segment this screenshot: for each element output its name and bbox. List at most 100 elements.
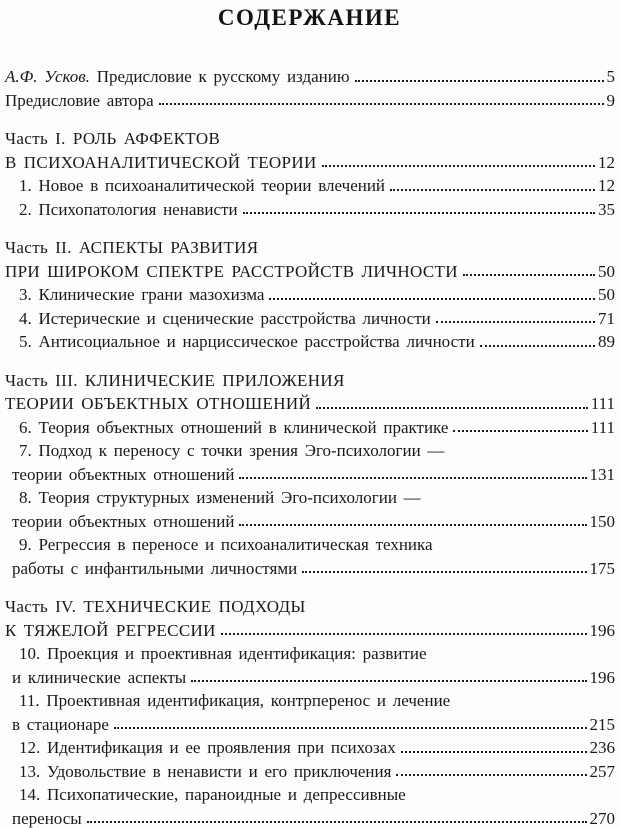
- dot-leader: [113, 727, 587, 729]
- entry-text: работы с инфантильными личностями: [12, 558, 298, 578]
- page-number: 257: [589, 761, 616, 781]
- dot-leader: [191, 680, 587, 682]
- toc-entry-line: 12. Идентификация и ее проявления при пс…: [4, 736, 615, 760]
- toc-part-heading-line: Часть II. АСПЕКТЫ РАЗВИТИЯ: [4, 236, 615, 260]
- entry-text: Часть IV. ТЕХНИЧЕСКИЕ ПОДХОДЫ: [5, 597, 306, 616]
- dot-leader: [239, 477, 587, 479]
- dot-leader: [390, 188, 595, 191]
- entry-title: Предисловие к русскому изданию: [89, 67, 350, 86]
- toc-entry-line: А.Ф. Усков. Предисловие к русскому издан…: [4, 65, 615, 89]
- toc-entry-line: переносы 270: [4, 807, 615, 828]
- page-number: 175: [589, 558, 616, 578]
- page-number: 71: [598, 308, 615, 328]
- entry-text: и клинические аспекты: [12, 667, 187, 687]
- entry-text: 10. Проекция и проективная идентификация…: [19, 644, 427, 663]
- entry-text: 12. Идентификация и ее проявления при пс…: [19, 738, 396, 757]
- dot-leader: [354, 79, 604, 82]
- entry-text: 4. Истерические и сценические расстройст…: [19, 308, 431, 328]
- dot-leader: [453, 430, 588, 432]
- entry-text: 8. Теория структурных изменений Эго-псих…: [19, 488, 421, 507]
- entry-text: 9. Регрессия в переносе и психоаналитиче…: [19, 535, 433, 554]
- page-number: 196: [589, 620, 616, 640]
- entry-text: теории объектных отношений: [12, 464, 235, 484]
- entry-text: Часть II. АСПЕКТЫ РАЗВИТИЯ: [5, 238, 259, 257]
- toc-entry-line: 5. Антисоциальное и нарциссическое расст…: [4, 330, 615, 354]
- toc-entry-line: 8. Теория структурных изменений Эго-псих…: [4, 486, 615, 510]
- page-number: 150: [589, 511, 616, 531]
- toc-entry-line: 7. Подход к переносу с точки зрения Эго-…: [4, 439, 615, 463]
- dot-leader: [316, 406, 588, 409]
- entry-text: ПРИ ШИРОКОМ СПЕКТРЕ РАССТРОЙСТВ ЛИЧНОСТИ: [5, 261, 458, 281]
- entry-text: В ПСИХОАНАЛИТИЧЕСКОЙ ТЕОРИИ: [5, 152, 317, 172]
- dot-leader: [302, 571, 587, 573]
- dot-leader: [158, 103, 604, 105]
- page-number: 50: [598, 261, 615, 281]
- dot-leader: [435, 321, 595, 323]
- page-number: 12: [598, 176, 615, 195]
- entry-text: 1. Новое в психоаналитической теории вле…: [19, 176, 386, 195]
- page-number: 5: [606, 67, 616, 86]
- entry-text: 2. Психопатология ненависти: [19, 199, 238, 219]
- entry-text: 3. Клинические грани мазохизма: [19, 285, 265, 304]
- toc-entry-line: 10. Проекция и проективная идентификация…: [4, 642, 615, 666]
- entry-text: Часть III. КЛИНИЧЕСКИЕ ПРИЛОЖЕНИЯ: [5, 370, 345, 390]
- entry-text: 6. Теория объектных отношений в клиничес…: [19, 417, 449, 437]
- dot-leader: [269, 297, 595, 300]
- page-number: 9: [606, 90, 616, 110]
- toc-entry-line: 6. Теория объектных отношений в клиничес…: [4, 416, 615, 440]
- dot-leader: [242, 212, 595, 214]
- toc-entry-line: 4. Истерические и сценические расстройст…: [4, 307, 615, 331]
- toc-list: А.Ф. Усков. Предисловие к русскому издан…: [4, 65, 615, 828]
- entry-text: 14. Психопатические, параноидные и депре…: [19, 785, 406, 804]
- dot-leader: [400, 750, 587, 753]
- dot-leader: [239, 524, 587, 526]
- toc-part-heading-line: ПРИ ШИРОКОМ СПЕКТРЕ РАССТРОЙСТВ ЛИЧНОСТИ…: [4, 260, 615, 284]
- toc-part-heading-line: Часть III. КЛИНИЧЕСКИЕ ПРИЛОЖЕНИЯ: [4, 369, 615, 393]
- toc-entry-line: Предисловие автора 9: [4, 89, 615, 113]
- toc-entry-line: 3. Клинические грани мазохизма 50: [4, 283, 615, 307]
- toc-part-heading-line: К ТЯЖЕЛОЙ РЕГРЕССИИ 196: [4, 619, 615, 643]
- toc-part-heading-line: Часть I. РОЛЬ АФФЕКТОВ: [4, 127, 615, 151]
- toc-part-heading-line: Часть IV. ТЕХНИЧЕСКИЕ ПОДХОДЫ: [4, 595, 615, 619]
- entry-text: Предисловие автора: [5, 90, 154, 110]
- entry-text: 13. Удовольствие в ненависти и его прикл…: [19, 761, 392, 781]
- toc-entry-line: теории объектных отношений 150: [4, 510, 615, 534]
- dot-leader: [321, 165, 595, 167]
- toc-part-heading-line: ТЕОРИИ ОБЪЕКТНЫХ ОТНОШЕНИЙ 111: [4, 392, 615, 416]
- author-name: А.Ф. Усков.: [5, 67, 90, 86]
- page-number: 35: [598, 199, 615, 219]
- page-number: 89: [598, 332, 615, 351]
- entry-text: в стационаре: [12, 714, 109, 734]
- entry-text: 11. Проективная идентификация, контрпере…: [19, 691, 451, 710]
- page-number: 111: [590, 417, 615, 437]
- page-number: 270: [589, 808, 616, 828]
- dot-leader: [396, 774, 587, 776]
- toc-entry-line: 13. Удовольствие в ненависти и его прикл…: [4, 760, 615, 784]
- dot-leader: [220, 633, 587, 635]
- entry-text: переносы: [12, 808, 82, 828]
- entry-text: 5. Антисоциальное и нарциссическое расст…: [19, 332, 475, 351]
- page-number: 236: [589, 738, 616, 757]
- toc-entry-line: 11. Проективная идентификация, контрпере…: [4, 689, 615, 713]
- toc-part-heading-line: В ПСИХОАНАЛИТИЧЕСКОЙ ТЕОРИИ 12: [4, 151, 615, 175]
- entry-text: 7. Подход к переносу с точки зрения Эго-…: [19, 441, 445, 460]
- page-number: 196: [589, 667, 616, 687]
- toc-entry-line: и клинические аспекты 196: [4, 666, 615, 690]
- page-number: 215: [589, 714, 616, 734]
- dot-leader: [86, 821, 587, 823]
- dot-leader: [462, 274, 595, 276]
- entry-text: К ТЯЖЕЛОЙ РЕГРЕССИИ: [5, 620, 216, 640]
- entry-text: А.Ф. Усков. Предисловие к русскому издан…: [4, 65, 350, 89]
- page-title: СОДЕРЖАНИЕ: [217, 5, 402, 30]
- toc-entry-line: работы с инфантильными личностями 175: [4, 557, 615, 581]
- toc-entry-line: в стационаре 215: [4, 713, 615, 737]
- page-number: 12: [598, 152, 615, 172]
- toc-entry-line: 1. Новое в психоаналитической теории вле…: [4, 174, 615, 198]
- entry-text: теории объектных отношений: [12, 511, 235, 531]
- entry-text: ТЕОРИИ ОБЪЕКТНЫХ ОТНОШЕНИЙ: [5, 394, 312, 413]
- toc-entry-line: 9. Регрессия в переносе и психоаналитиче…: [4, 533, 615, 557]
- toc-entry-line: теории объектных отношений 131: [4, 463, 615, 487]
- toc-entry-line: 14. Психопатические, параноидные и депре…: [4, 783, 615, 807]
- page-number: 131: [589, 464, 616, 484]
